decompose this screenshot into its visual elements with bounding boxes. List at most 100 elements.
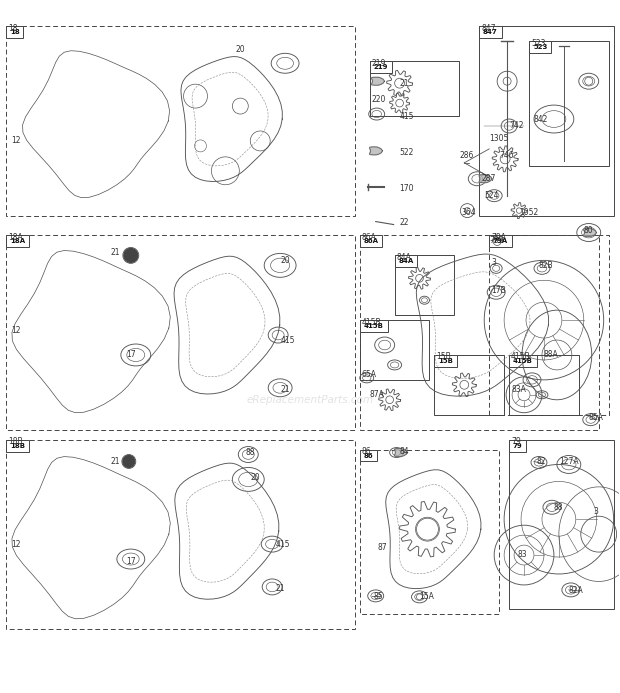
Text: 415B: 415B (511, 353, 531, 362)
Bar (509, 439, 526, 452)
Polygon shape (371, 77, 384, 85)
Text: 415B: 415B (361, 317, 381, 326)
Text: 86: 86 (361, 447, 371, 456)
Bar (489, 236, 609, 414)
Polygon shape (124, 249, 138, 263)
Text: 18: 18 (10, 29, 20, 35)
Text: 364: 364 (461, 208, 476, 217)
Bar (394, 256, 417, 267)
Text: 15A: 15A (420, 593, 435, 602)
Bar (360, 236, 382, 247)
Text: 415: 415 (280, 335, 294, 344)
Text: 83: 83 (517, 550, 527, 559)
Text: 87: 87 (378, 543, 388, 552)
Text: 847: 847 (481, 24, 496, 33)
Bar (509, 355, 537, 367)
Text: 524: 524 (484, 191, 498, 200)
Text: 79A: 79A (493, 238, 508, 245)
Text: 18B: 18B (10, 443, 25, 448)
Text: 18A: 18A (8, 233, 23, 242)
Text: 415B: 415B (364, 323, 384, 329)
Text: 742: 742 (509, 121, 524, 130)
Text: 85A: 85A (589, 413, 604, 422)
Text: 522: 522 (400, 148, 414, 157)
Text: 86: 86 (363, 453, 373, 459)
Text: 86A: 86A (361, 233, 376, 242)
Text: 523: 523 (531, 39, 546, 48)
Bar (509, 355, 579, 414)
Bar (360, 320, 388, 332)
Text: 415: 415 (275, 540, 290, 549)
Text: 82B: 82B (539, 261, 554, 270)
Bar (509, 439, 614, 609)
Text: 220: 220 (372, 95, 386, 104)
Polygon shape (583, 229, 596, 236)
Text: 15B: 15B (438, 358, 453, 364)
Text: 12: 12 (11, 540, 21, 549)
Bar (489, 236, 511, 247)
Text: 82: 82 (537, 457, 546, 466)
Text: 523: 523 (533, 44, 547, 51)
Text: 22: 22 (400, 218, 409, 227)
Text: 82A: 82A (569, 586, 583, 595)
Text: 88: 88 (554, 503, 564, 511)
Polygon shape (394, 448, 407, 457)
Text: 84A: 84A (397, 253, 412, 262)
Text: 127A: 127A (559, 457, 578, 466)
Text: 12: 12 (11, 326, 21, 335)
Text: 1305: 1305 (489, 134, 508, 143)
Text: 84: 84 (400, 447, 409, 456)
Bar (360, 320, 430, 380)
Text: 79A: 79A (491, 233, 506, 242)
Text: 86A: 86A (363, 238, 378, 245)
Polygon shape (123, 455, 135, 468)
Bar (435, 355, 457, 367)
Text: 18: 18 (8, 24, 18, 33)
Text: 170: 170 (400, 184, 414, 193)
Text: 842: 842 (534, 114, 548, 123)
Text: 746: 746 (499, 151, 514, 160)
Text: 20: 20 (280, 256, 290, 265)
Polygon shape (479, 175, 492, 183)
Text: 84A: 84A (398, 258, 414, 265)
Text: 83A: 83A (511, 385, 526, 394)
Text: 20: 20 (236, 45, 245, 54)
Bar (370, 61, 392, 73)
Bar (360, 236, 599, 430)
Text: 87A: 87A (370, 390, 384, 399)
Text: 17B: 17B (491, 286, 506, 295)
Text: 15B: 15B (436, 353, 451, 362)
Text: 21: 21 (111, 457, 120, 466)
Text: 3: 3 (491, 258, 496, 267)
Bar (6, 26, 355, 216)
Text: 21: 21 (280, 385, 290, 394)
Text: 17: 17 (126, 351, 135, 360)
Text: 219: 219 (374, 64, 388, 70)
Text: 65A: 65A (361, 370, 377, 379)
Text: 3: 3 (594, 507, 598, 516)
Text: 80: 80 (584, 226, 593, 235)
Polygon shape (370, 147, 383, 155)
Text: 415B: 415B (513, 358, 533, 364)
Bar (6, 236, 355, 430)
Bar (370, 61, 459, 116)
Bar (360, 450, 377, 462)
Bar (360, 450, 499, 614)
Text: 20: 20 (250, 473, 260, 482)
Text: 18B: 18B (8, 437, 23, 446)
Bar (529, 42, 551, 53)
Bar (479, 26, 502, 38)
Text: 17: 17 (126, 556, 135, 565)
Text: eReplacementParts.com: eReplacementParts.com (246, 395, 374, 405)
Text: 88A: 88A (544, 351, 559, 360)
Text: 287: 287 (481, 174, 495, 183)
Text: 799: 799 (489, 236, 504, 245)
Bar (394, 256, 454, 315)
Text: 18A: 18A (10, 238, 25, 245)
Text: 219: 219 (372, 59, 386, 68)
Text: 21: 21 (275, 584, 285, 593)
Text: 88: 88 (246, 448, 255, 457)
Text: 21: 21 (111, 248, 120, 257)
Text: 21: 21 (400, 79, 409, 88)
Bar (6, 439, 355, 629)
